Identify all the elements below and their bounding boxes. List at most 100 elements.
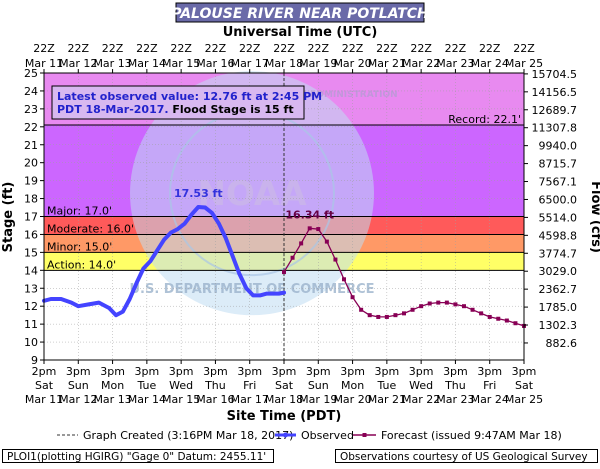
y-right-tick-label: 3029.0	[539, 265, 578, 278]
x-bottom-tick-label: Tue	[376, 379, 396, 392]
observed-point	[217, 222, 221, 226]
y-left-tick-label: 21	[24, 139, 38, 152]
left-axis-title: Stage (ft)	[1, 182, 16, 253]
observed-point	[97, 301, 101, 305]
y-right-tick-label: 1785.0	[539, 301, 578, 314]
x-bottom-tick-label: Mar 17	[231, 393, 269, 406]
observed-point	[189, 213, 194, 217]
x-bottom-tick-label: 3pm	[100, 365, 125, 378]
forecast-point	[367, 313, 372, 318]
forecast-point	[282, 270, 286, 275]
latest-value-date: PDT 18-Mar-2017.	[57, 103, 172, 116]
title-bar	[175, 2, 425, 23]
flood-label-minor: Minor: 15.0'	[47, 240, 112, 253]
y-right-tick-label: 12689.7	[532, 104, 578, 117]
x-top-tick-label: 22Z	[308, 42, 330, 55]
x-bottom-tick-label: Wed	[169, 379, 193, 392]
x-bottom-tick-label: Mar 15	[162, 393, 200, 406]
observed-point	[237, 272, 242, 276]
x-bottom-tick-label: Mar 19	[299, 393, 337, 406]
noaa-seal-watermark	[130, 71, 374, 316]
forecast-point	[316, 227, 321, 232]
observed-point	[251, 293, 255, 298]
forecast-point	[496, 316, 501, 321]
x-top-tick-label: 22Z	[479, 42, 501, 55]
observed-point	[224, 236, 228, 240]
x-bottom-tick-label: 3pm	[237, 365, 262, 378]
observed-point	[272, 292, 276, 296]
observed-peak-label: 17.53 ft	[174, 187, 223, 200]
forecast-point	[333, 257, 338, 262]
x-bottom-tick-label: Fri	[483, 379, 496, 392]
legend-forecast-marker	[362, 433, 367, 437]
forecast-point	[410, 307, 415, 312]
forecast-point	[479, 311, 484, 316]
y-right-tick-label: 7567.1	[539, 176, 578, 189]
x-bottom-tick-label: 3pm	[306, 365, 331, 378]
x-top-tick-label: Mar 17	[231, 57, 269, 70]
x-top-tick-label: Mar 20	[333, 57, 371, 70]
x-top-tick-label: 22Z	[239, 42, 261, 55]
y-left-tick-label: 9	[31, 354, 38, 367]
y-left-tick-label: 14	[24, 264, 38, 277]
x-top-tick-label: Mar 23	[436, 57, 474, 70]
bottom-axis-title: Site Time (PDT)	[227, 409, 342, 424]
x-bottom-tick-label: Thu	[204, 379, 226, 392]
x-bottom-tick-label: Mar 24	[471, 393, 509, 406]
top-axis-title: Universal Time (UTC)	[223, 25, 378, 40]
observed-point	[182, 222, 187, 226]
observed-point	[59, 297, 63, 301]
latest-value-box	[51, 85, 305, 120]
y-right-tick-label: 4598.8	[539, 229, 578, 242]
forecast-point	[324, 239, 329, 244]
chart-title: PALOUSE RIVER NEAR POTLATCH	[171, 6, 429, 22]
x-top-tick-label: Mar 24	[471, 57, 509, 70]
legend-created-label: Graph Created (3:16PM Mar 18, 2017)	[83, 429, 293, 442]
legend-forecast-label: Forecast (issued 9:47AM Mar 18)	[381, 429, 562, 442]
x-bottom-tick-label: 3pm	[169, 365, 194, 378]
observed-point	[76, 304, 80, 308]
y-right-tick-label: 14156.5	[532, 86, 578, 99]
x-bottom-tick-label: Mar 12	[59, 393, 97, 406]
x-bottom-tick-label: 3pm	[66, 365, 91, 378]
y-left-tick-label: 16	[24, 228, 38, 241]
footer-observations-credit: Observations courtesy of US Geological S…	[335, 449, 598, 463]
y-left-tick-label: 12	[24, 300, 38, 313]
x-top-tick-label: 22Z	[68, 42, 90, 55]
forecast-peak-label: 16.34 ft	[285, 208, 334, 221]
x-bottom-tick-label: 3pm	[512, 365, 537, 378]
y-left-tick-label: 18	[24, 193, 38, 206]
y-left-tick-label: 20	[24, 157, 38, 170]
observed-line	[42, 205, 286, 318]
observed-point	[210, 211, 214, 215]
y-right-tick-label: 2362.7	[539, 283, 578, 296]
x-bottom-tick-label: 3pm	[340, 365, 365, 378]
forecast-point	[290, 255, 295, 260]
y-right-tick-label: 5514.0	[539, 211, 578, 224]
y-right-tick-label: 11307.8	[532, 122, 578, 135]
flood-label-moderate: Moderate: 16.0'	[47, 222, 134, 235]
observed-point	[128, 297, 132, 301]
right-axis-title: Flow (cfs)	[588, 181, 600, 253]
x-bottom-tick-label: Mar 23	[436, 393, 474, 406]
forecast-point	[427, 301, 432, 306]
x-top-tick-label: 22Z	[376, 42, 398, 55]
observed-point	[162, 238, 166, 242]
x-top-tick-label: 22Z	[136, 42, 158, 55]
forecast-point	[359, 307, 364, 312]
observed-point	[244, 286, 248, 290]
x-top-tick-label: Mar 22	[402, 57, 440, 70]
x-bottom-tick-label: Sun	[308, 379, 329, 392]
x-top-tick-label: Mar 15	[162, 57, 200, 70]
legend-observed-marker	[283, 432, 288, 438]
x-top-tick-label: 22Z	[33, 42, 55, 55]
observed-point	[265, 292, 269, 296]
x-top-tick-label: 22Z	[170, 42, 192, 55]
y-left-tick-label: 15	[24, 246, 38, 259]
x-bottom-tick-label: Thu	[444, 379, 466, 392]
observed-point	[176, 227, 180, 231]
forecast-point	[350, 295, 355, 300]
observed-point	[114, 313, 118, 317]
x-bottom-tick-label: Tue	[136, 379, 156, 392]
